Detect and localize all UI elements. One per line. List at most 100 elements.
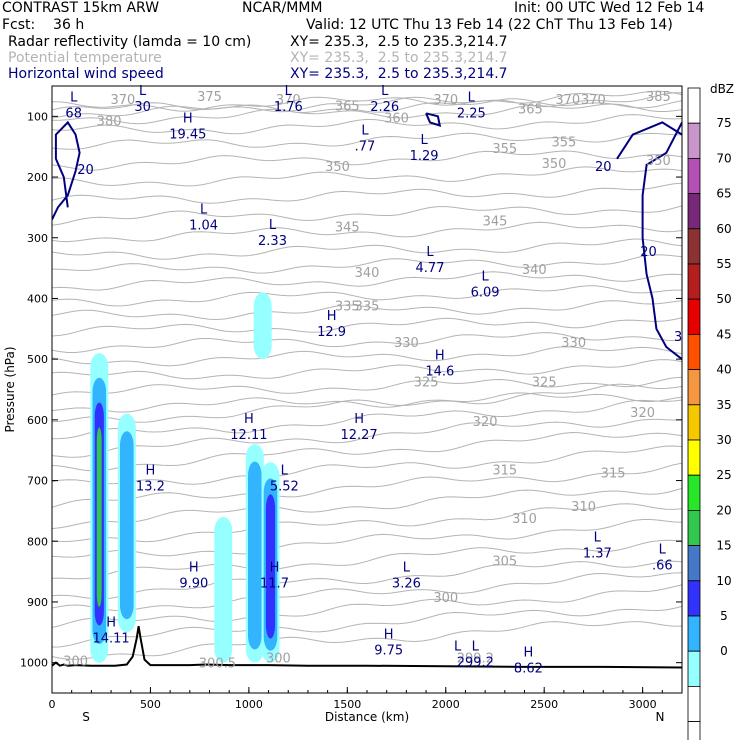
- wind-extremum-type: H: [270, 561, 280, 576]
- theta-label: 335: [355, 300, 380, 315]
- colorbar-swatch: [687, 122, 701, 159]
- theta-line: [52, 445, 682, 485]
- theta-label: 300: [266, 652, 291, 667]
- init-time: Init: 00 UTC Wed 12 Feb 14: [514, 0, 705, 16]
- reflectivity-cell: [96, 427, 102, 607]
- theta-label: 370: [110, 93, 135, 108]
- wind-extremum-value: 13.2: [136, 480, 165, 495]
- reflectivity-cell: [248, 461, 262, 650]
- wind-extremum-type: L: [200, 203, 208, 218]
- theta-label: 310: [571, 500, 596, 515]
- theta-label: 365: [335, 99, 360, 114]
- wind-contour-label: 20: [77, 163, 94, 178]
- theta-label: 325: [532, 376, 557, 391]
- wind-contour-label: 20: [640, 245, 657, 260]
- wind-extremum-value: 4.77: [416, 261, 445, 276]
- wind-extremum-type: H: [106, 615, 116, 630]
- x-axis-label: Distance (km): [325, 710, 409, 724]
- colorbar-swatch: [687, 509, 701, 546]
- field-xy-theta: XY= 235.3, 2.5 to 235.3,214.7: [290, 50, 508, 66]
- wind-extremum-type: L: [454, 640, 462, 655]
- x-tick-label: 2000: [432, 698, 460, 711]
- wind-extremum-type: H: [146, 464, 156, 479]
- x-tick-label: 3000: [629, 698, 657, 711]
- theta-line: [52, 238, 682, 260]
- wind-extremum-type: L: [139, 84, 147, 99]
- reflectivity-cell: [253, 292, 272, 360]
- terrain-line: [52, 626, 682, 669]
- theta-line: [52, 98, 682, 119]
- x-tick-label: 500: [140, 698, 161, 711]
- colorbar-level-label: 5: [720, 609, 728, 623]
- colorbar-level-label: 50: [716, 292, 731, 306]
- wind-extremum-value: 14.11: [92, 631, 129, 646]
- theta-label: 320: [630, 406, 655, 421]
- y-tick-label: 300: [27, 232, 48, 245]
- theta-label: 300: [433, 591, 458, 606]
- colorbar-swatch: [687, 615, 701, 652]
- wind-contour-line: [616, 121, 682, 160]
- colorbar-level-label: 20: [716, 503, 731, 517]
- theta-line: [52, 621, 682, 660]
- axes: 0 500 1000 1500 2000 2500 3000 100 200 300 400 500 6…: [3, 110, 682, 724]
- colorbar-level-label: 30: [716, 433, 731, 447]
- theta-line: [52, 605, 682, 648]
- colorbar-level-label: 60: [716, 222, 731, 236]
- theta-line: [52, 462, 682, 508]
- wind-extremum-value: 299.2: [457, 656, 494, 671]
- colorbar-level-label: 55: [716, 257, 731, 271]
- wind-extremum-type: H: [244, 412, 254, 427]
- wind-extremum-type: L: [285, 84, 293, 99]
- theta-label: 305: [492, 555, 517, 570]
- theta-label: 360: [384, 111, 409, 126]
- theta-label: 350: [646, 154, 671, 169]
- theta-label: 315: [492, 464, 517, 479]
- theta-line: [52, 285, 682, 307]
- wind-extremum-type: H: [384, 628, 394, 643]
- theta-label: 330: [394, 336, 419, 351]
- theta-line: [52, 359, 682, 380]
- wind-extremum-type: L: [420, 133, 428, 148]
- colorbar-swatch: [687, 650, 701, 687]
- theta-line: [52, 182, 682, 204]
- wind-extremum-value: 1.04: [189, 219, 218, 234]
- theta-line: [52, 418, 682, 458]
- colorbar-swatch: [687, 686, 701, 723]
- theta-label: 325: [414, 376, 439, 391]
- wind-extremum-type: H: [189, 561, 199, 576]
- theta-line: [52, 150, 682, 171]
- wind-extremum-value: 8.62: [514, 662, 543, 677]
- chart-labels: 299.230030531031532032533033534034535035…: [63, 84, 682, 677]
- colorbar-level-label: 10: [716, 574, 731, 588]
- theta-line: [52, 572, 682, 612]
- colorbar-level-label: 75: [716, 116, 731, 130]
- wind-extremum-type: L: [269, 218, 277, 233]
- theta-label: 370: [276, 93, 301, 108]
- wind-extremum-type: L: [659, 543, 667, 558]
- colorbar-swatch: [687, 298, 701, 335]
- theta-line: [52, 332, 682, 353]
- theta-label: 315: [601, 467, 626, 482]
- field-label-reflectivity: Radar reflectivity (lamda = 10 cm): [8, 34, 252, 50]
- theta-label: 340: [522, 263, 547, 278]
- wind-extremum-value: 11.7: [260, 577, 289, 592]
- theta-label: 370: [555, 93, 580, 108]
- theta-label: 380: [97, 115, 122, 130]
- colorbar-swatch: [687, 157, 701, 194]
- y-tick-label: 800: [27, 535, 48, 548]
- colorbar-swatch: [687, 439, 701, 476]
- org-label: NCAR/MMM: [242, 0, 323, 16]
- wind-contour-label: 20: [595, 160, 612, 175]
- colorbar-swatch: [687, 721, 701, 740]
- theta-label: 375: [197, 90, 222, 105]
- y-tick-label: 400: [27, 292, 48, 305]
- theta-contours: [52, 90, 682, 660]
- wind-extremum-value: 12.11: [230, 428, 267, 443]
- theta-line: [52, 300, 682, 321]
- wind-extremum-value: 30: [134, 100, 151, 115]
- colorbar-level-label: 25: [716, 468, 731, 482]
- y-tick-label: 100: [27, 110, 48, 123]
- theta-label: 350: [325, 160, 350, 175]
- theta-line: [52, 346, 682, 367]
